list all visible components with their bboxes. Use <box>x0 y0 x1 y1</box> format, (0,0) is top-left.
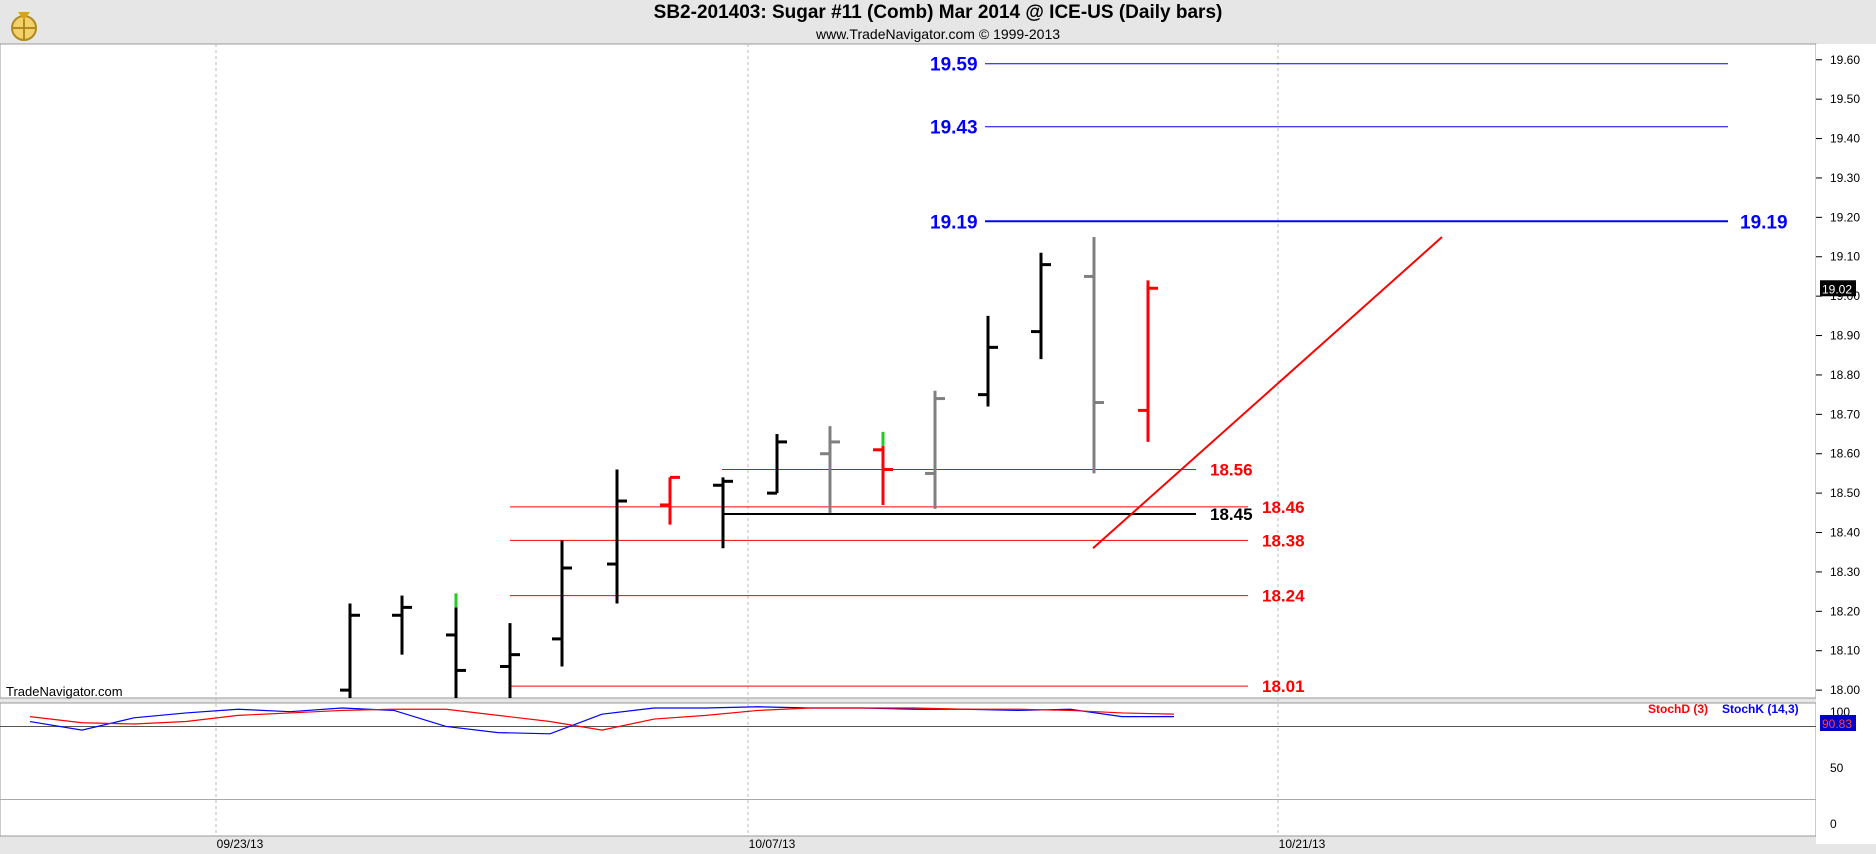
last-price-label: 19.02 <box>1822 282 1852 296</box>
fib-level-label: 19.59 <box>930 55 978 76</box>
fib-level-label: 19.19 <box>930 212 978 233</box>
y-tick-label: 18.70 <box>1830 407 1860 421</box>
chart-subtitle: www.TradeNavigator.com © 1999-2013 <box>815 26 1061 42</box>
price-axis <box>1816 44 1876 844</box>
oscillator-last-value: 90.83 <box>1822 717 1852 731</box>
oscillator-y-tick-label: 50 <box>1830 761 1844 775</box>
support-level-label: 18.56 <box>1210 460 1253 479</box>
watermark: TradeNavigator.com <box>6 684 123 699</box>
x-tick-label: 09/23/13 <box>217 837 264 851</box>
y-tick-label: 18.60 <box>1830 447 1860 461</box>
legend-stochd: StochD (3) <box>1648 702 1708 716</box>
support-level-label: 18.24 <box>1262 587 1305 606</box>
y-tick-label: 19.20 <box>1830 210 1860 224</box>
y-tick-label: 18.50 <box>1830 486 1860 500</box>
oscillator-panel <box>0 702 1817 837</box>
chart-title: SB2-201403: Sugar #11 (Comb) Mar 2014 @ … <box>653 2 1223 23</box>
y-tick-label: 18.30 <box>1830 565 1860 579</box>
fib-level-right-label: 19.19 <box>1740 212 1788 233</box>
y-tick-label: 18.90 <box>1830 329 1860 343</box>
y-tick-label: 18.10 <box>1830 644 1860 658</box>
y-tick-label: 19.40 <box>1830 132 1860 146</box>
y-tick-label: 18.00 <box>1830 683 1860 697</box>
fib-level-label: 19.43 <box>930 118 978 139</box>
y-tick-label: 18.40 <box>1830 526 1860 540</box>
oscillator-series-line <box>29 707 1175 731</box>
y-tick-label: 18.20 <box>1830 604 1860 618</box>
x-tick-label: 10/21/13 <box>1279 837 1326 851</box>
last-price-tag <box>1820 280 1856 297</box>
price-panel <box>0 43 1817 699</box>
y-tick-label: 19.50 <box>1830 92 1860 106</box>
support-level-label: 18.38 <box>1262 531 1305 550</box>
oscillator-y-tick-label: 0 <box>1830 817 1837 831</box>
y-tick-label: 18.80 <box>1830 368 1860 382</box>
y-tick-label: 19.30 <box>1830 171 1860 185</box>
support-level-label: 18.01 <box>1262 677 1305 696</box>
support-level-label: 18.45 <box>1210 505 1253 524</box>
trendline <box>1092 236 1443 550</box>
support-level-label: 18.46 <box>1262 498 1305 517</box>
y-tick-label: 19.10 <box>1830 250 1860 264</box>
legend-stochk: StochK (14,3) <box>1722 702 1799 716</box>
trade-navigator-logo-icon <box>11 12 37 41</box>
y-tick-label: 19.60 <box>1830 53 1860 67</box>
oscillator-last-value-tag <box>1820 715 1856 731</box>
x-tick-label: 10/07/13 <box>749 837 796 851</box>
